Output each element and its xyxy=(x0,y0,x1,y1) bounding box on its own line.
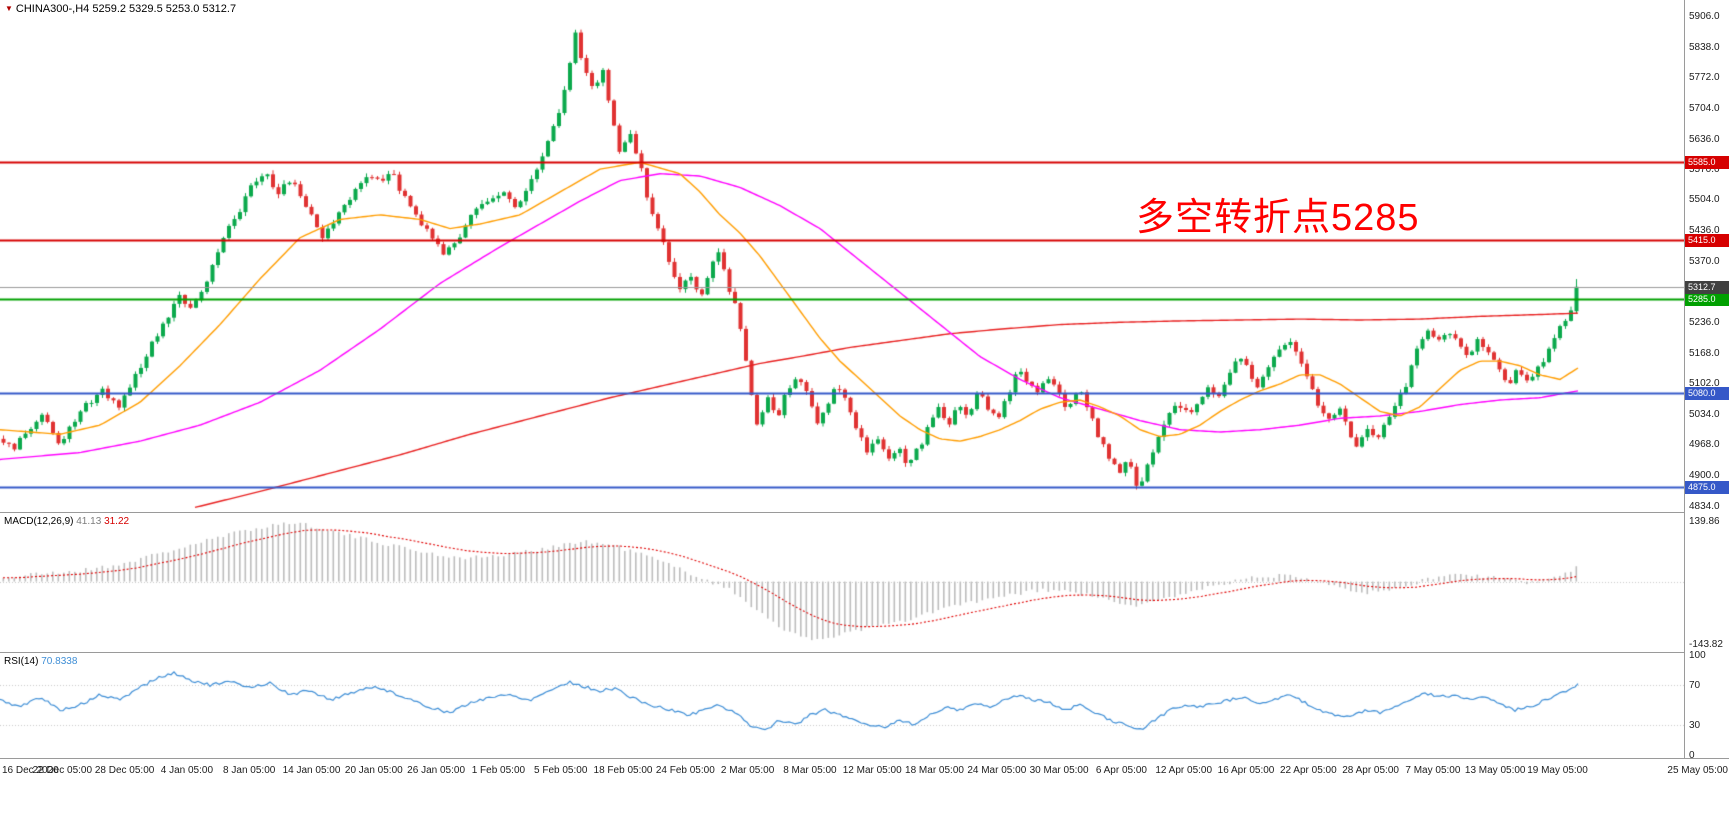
rsi-params: RSI(14) xyxy=(4,656,39,667)
macd-main-value: 41.13 xyxy=(76,516,102,527)
price-axis-label: 5370.0 xyxy=(1689,255,1720,267)
rsi-axis-label: 70 xyxy=(1689,680,1701,691)
time-axis-label: 26 Jan 05:00 xyxy=(407,765,466,776)
macd-axis-label: -143.82 xyxy=(1689,638,1723,650)
price-chart-canvas[interactable] xyxy=(0,0,1684,512)
rsi-value: 70.8338 xyxy=(41,656,78,667)
level-price-tag: 5415.0 xyxy=(1685,234,1729,247)
level-price-tag: 5585.0 xyxy=(1685,156,1729,170)
time-axis-label: 19 May 05:00 xyxy=(1527,765,1588,776)
price-axis-label: 5636.0 xyxy=(1689,133,1720,145)
price-axis-label: 5102.0 xyxy=(1689,378,1720,390)
time-axis-label: 24 Feb 05:00 xyxy=(655,765,715,776)
rsi-indicator-canvas[interactable] xyxy=(0,653,1684,757)
macd-signal-value: 31.22 xyxy=(104,516,130,527)
time-axis[interactable]: 16 Dec 2020 22 Dec 05:00 28 Dec 05:00 4 Jan… xyxy=(0,759,1729,783)
time-axis-label: 13 May 05:00 xyxy=(1464,765,1526,776)
price-axis-label: 5838.0 xyxy=(1689,41,1720,53)
time-axis-label: 2 Mar 05:00 xyxy=(720,765,775,776)
pane-separator xyxy=(0,652,1729,653)
time-axis-label: 22 Apr 05:00 xyxy=(1279,765,1337,776)
macd-axis-label: 139.86 xyxy=(1689,515,1720,527)
price-axis-label: 5168.0 xyxy=(1689,347,1720,359)
rsi-axis-label: 30 xyxy=(1689,720,1701,731)
price-axis-label: 5034.0 xyxy=(1689,409,1720,421)
time-axis-label: 18 Mar 05:00 xyxy=(905,765,964,776)
time-axis-label: 14 Jan 05:00 xyxy=(282,765,341,776)
time-axis-label: 4 Jan 05:00 xyxy=(160,765,214,776)
time-axis-label: 12 Apr 05:00 xyxy=(1155,765,1213,776)
level-price-tag: 4875.0 xyxy=(1685,480,1729,494)
symbol-ohlc: 5259.2 5329.5 5253.0 5312.7 xyxy=(92,3,237,15)
price-axis-label: 5436.0 xyxy=(1689,225,1720,237)
price-axis-label: 5504.0 xyxy=(1689,194,1720,206)
time-axis-label: 12 Mar 05:00 xyxy=(842,765,902,776)
pane-separator xyxy=(0,758,1729,759)
price-axis-label: 4834.0 xyxy=(1689,500,1720,512)
price-axis-label: 5570.0 xyxy=(1689,164,1720,176)
macd-indicator-canvas[interactable] xyxy=(0,513,1684,651)
time-axis-label: 5 Feb 05:00 xyxy=(534,765,588,776)
price-axis-label: 4968.0 xyxy=(1689,439,1720,451)
time-axis-label: 7 May 05:00 xyxy=(1405,765,1461,776)
macd-params: MACD(12,26,9) xyxy=(4,516,74,527)
time-axis-label: 28 Dec 05:00 xyxy=(94,765,155,776)
time-axis-label: 16 Dec 2020 xyxy=(2,765,59,776)
rsi-axis-label: 0 xyxy=(1689,750,1695,761)
time-axis-label: 16 Apr 05:00 xyxy=(1217,765,1275,776)
price-axis[interactable]: 5906.0 5838.0 5772.0 5704.0 5636.0 5570.0 5504… xyxy=(1684,0,1729,761)
time-axis-label: 22 Dec 05:00 xyxy=(32,765,93,776)
symbol-marker-icon: ▼ xyxy=(5,4,13,13)
time-axis-label: 8 Jan 05:00 xyxy=(223,765,276,776)
time-axis-label: 1 Feb 05:00 xyxy=(471,765,526,776)
price-axis-label: 4900.0 xyxy=(1689,470,1720,482)
time-axis-label: 6 Apr 05:00 xyxy=(1095,765,1147,776)
price-axis-label: 5906.0 xyxy=(1689,10,1720,22)
symbol-info-bar: ▼ CHINA300-,H4 5259.2 5329.5 5253.0 5312.… xyxy=(5,3,236,15)
level-price-tag: 5285.0 xyxy=(1685,293,1729,307)
time-axis-label: 18 Feb 05:00 xyxy=(593,765,653,776)
current-price-tag: 5312.7 xyxy=(1685,280,1729,294)
pane-separator xyxy=(0,512,1729,513)
price-axis-label: 5772.0 xyxy=(1689,71,1720,83)
chart-annotation-text[interactable]: 多空转折点5285 xyxy=(1136,197,1420,239)
time-axis-label: 30 Mar 05:00 xyxy=(1029,765,1089,776)
symbol-name: CHINA300-,H4 xyxy=(15,3,90,15)
price-axis-label: 5236.0 xyxy=(1689,316,1720,328)
time-axis-label: 24 Mar 05:00 xyxy=(967,765,1027,776)
level-price-tag: 5080.0 xyxy=(1685,387,1729,401)
rsi-label: RSI(14) 70.8338 xyxy=(4,656,77,667)
time-axis-label: 20 Jan 05:00 xyxy=(344,765,403,776)
rsi-axis-label: 100 xyxy=(1689,650,1706,661)
time-axis-label: 8 Mar 05:00 xyxy=(783,765,837,776)
price-axis-label: 5704.0 xyxy=(1689,102,1720,114)
macd-label: MACD(12,26,9) 41.13 31.22 xyxy=(4,516,129,527)
time-axis-label: 28 Apr 05:00 xyxy=(1342,765,1399,776)
time-axis-label: 25 May 05:00 xyxy=(1667,765,1728,776)
